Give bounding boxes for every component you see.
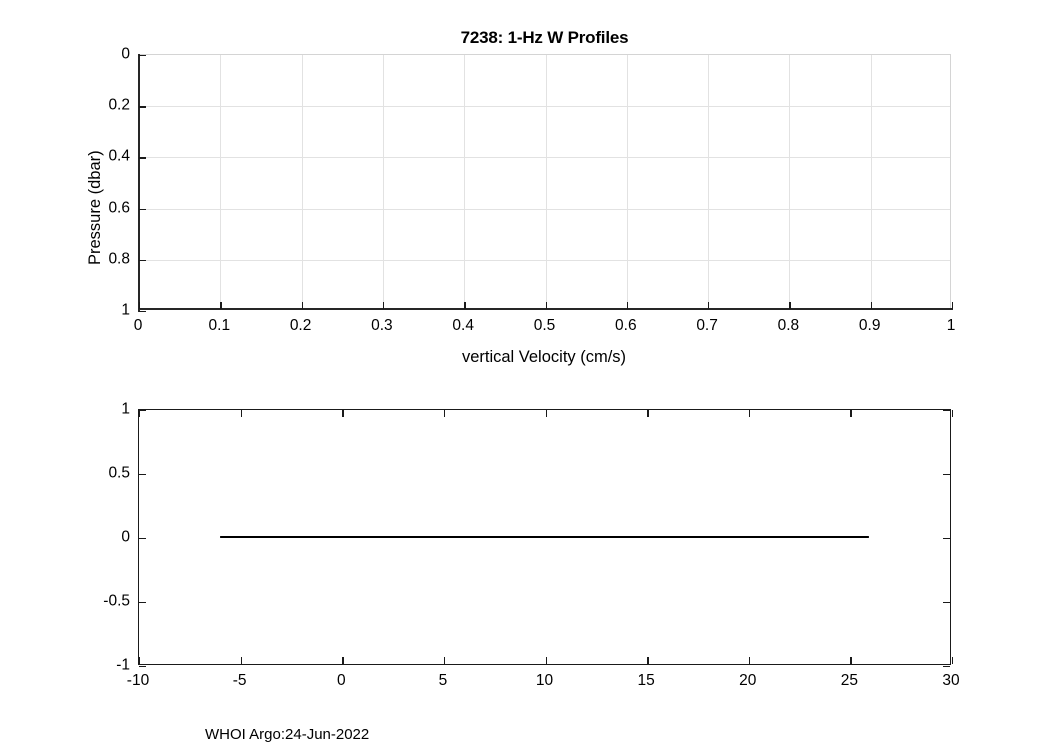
y-tick-label: 0 (68, 46, 130, 63)
x-tick-label: 0.5 (534, 317, 556, 334)
x-tick-mark (952, 657, 953, 664)
x-tick-mark (464, 302, 465, 309)
gridline-horizontal (139, 106, 950, 107)
gridline-horizontal (139, 157, 950, 158)
y-tick-mark (943, 602, 950, 603)
x-tick-mark (241, 657, 242, 664)
x-tick-mark (302, 302, 303, 309)
x-tick-mark (139, 657, 140, 664)
x-tick-label: 1 (947, 317, 956, 334)
x-tick-mark (647, 657, 648, 664)
x-tick-mark (749, 657, 750, 664)
x-tick-label: 0.3 (371, 317, 393, 334)
y-tick-mark (139, 209, 146, 210)
x-tick-label: 0.8 (778, 317, 800, 334)
x-tick-label: 0.9 (859, 317, 881, 334)
x-tick-mark (220, 302, 221, 309)
x-tick-mark (444, 410, 445, 417)
gridline-vertical (383, 55, 384, 309)
bottom-plot-axes (138, 409, 951, 665)
x-tick-label: 0.1 (209, 317, 231, 334)
x-tick-label: -5 (233, 672, 247, 689)
bottom-plot-data-layer (139, 410, 950, 664)
y-tick-label: 1 (68, 302, 130, 319)
y-tick-label: 0 (68, 529, 130, 546)
x-tick-label: 30 (942, 672, 959, 689)
x-tick-mark (850, 657, 851, 664)
x-tick-mark (383, 302, 384, 309)
y-tick-mark (139, 55, 146, 56)
x-tick-label: 20 (739, 672, 756, 689)
gridline-vertical (789, 55, 790, 309)
x-tick-label: 0.7 (696, 317, 718, 334)
x-tick-mark (850, 410, 851, 417)
y-tick-mark (943, 410, 950, 411)
x-tick-mark (627, 302, 628, 309)
x-tick-mark (647, 410, 648, 417)
y-tick-label: 1 (68, 401, 130, 418)
top-axes-left-spine (138, 54, 140, 312)
gridline-vertical (627, 55, 628, 309)
top-x-axis-label: vertical Velocity (cm/s) (462, 348, 626, 367)
x-tick-label: 0.4 (452, 317, 474, 334)
y-tick-mark (943, 474, 950, 475)
figure-title: 7238: 1-Hz W Profiles (138, 28, 951, 48)
x-tick-label: 5 (439, 672, 448, 689)
y-tick-mark (139, 157, 146, 158)
y-tick-label: 0.2 (68, 97, 130, 114)
top-y-axis-label: Pressure (dbar) (86, 150, 105, 265)
x-tick-mark (789, 302, 790, 309)
gridline-horizontal (139, 260, 950, 261)
y-tick-mark (943, 666, 950, 667)
y-tick-mark (139, 410, 146, 411)
y-tick-label: 0.5 (68, 465, 130, 482)
gridline-vertical (546, 55, 547, 309)
x-tick-mark (546, 302, 547, 309)
y-tick-label: -0.5 (68, 593, 130, 610)
x-tick-label: 0 (134, 317, 143, 334)
x-tick-label: 0.6 (615, 317, 637, 334)
x-tick-label: 15 (638, 672, 655, 689)
x-tick-label: 0.2 (290, 317, 312, 334)
gridline-vertical (302, 55, 303, 309)
x-tick-mark (952, 410, 953, 417)
figure-canvas: 7238: 1-Hz W Profiles 0 0.1 0.2 0.3 0.4 0.5 0.… (0, 0, 1050, 750)
y-tick-mark (943, 538, 950, 539)
x-tick-label: 10 (536, 672, 553, 689)
gridline-vertical (220, 55, 221, 309)
gridline-horizontal (139, 209, 950, 210)
x-tick-mark (708, 302, 709, 309)
x-tick-mark (871, 302, 872, 309)
y-tick-mark (139, 538, 146, 539)
x-tick-label: 25 (841, 672, 858, 689)
gridline-vertical (708, 55, 709, 309)
x-tick-mark (241, 410, 242, 417)
x-tick-label: -10 (127, 672, 149, 689)
y-tick-mark (139, 602, 146, 603)
top-plot-axes (138, 54, 951, 310)
top-plot-data-layer (139, 55, 950, 309)
y-tick-label: -1 (68, 657, 130, 674)
x-tick-mark (749, 410, 750, 417)
x-tick-mark (342, 657, 343, 664)
gridline-vertical (871, 55, 872, 309)
y-tick-mark (139, 666, 146, 667)
x-tick-mark (139, 302, 140, 309)
gridline-vertical (464, 55, 465, 309)
footer-attribution: WHOI Argo:24-Jun-2022 (205, 726, 369, 743)
y-tick-mark (139, 106, 146, 107)
x-tick-mark (546, 410, 547, 417)
y-tick-mark (139, 474, 146, 475)
x-tick-mark (342, 410, 343, 417)
y-tick-mark (139, 311, 146, 312)
x-tick-label: 0 (337, 672, 346, 689)
x-tick-mark (444, 657, 445, 664)
x-tick-mark (952, 302, 953, 309)
y-tick-mark (139, 260, 146, 261)
x-tick-mark (546, 657, 547, 664)
